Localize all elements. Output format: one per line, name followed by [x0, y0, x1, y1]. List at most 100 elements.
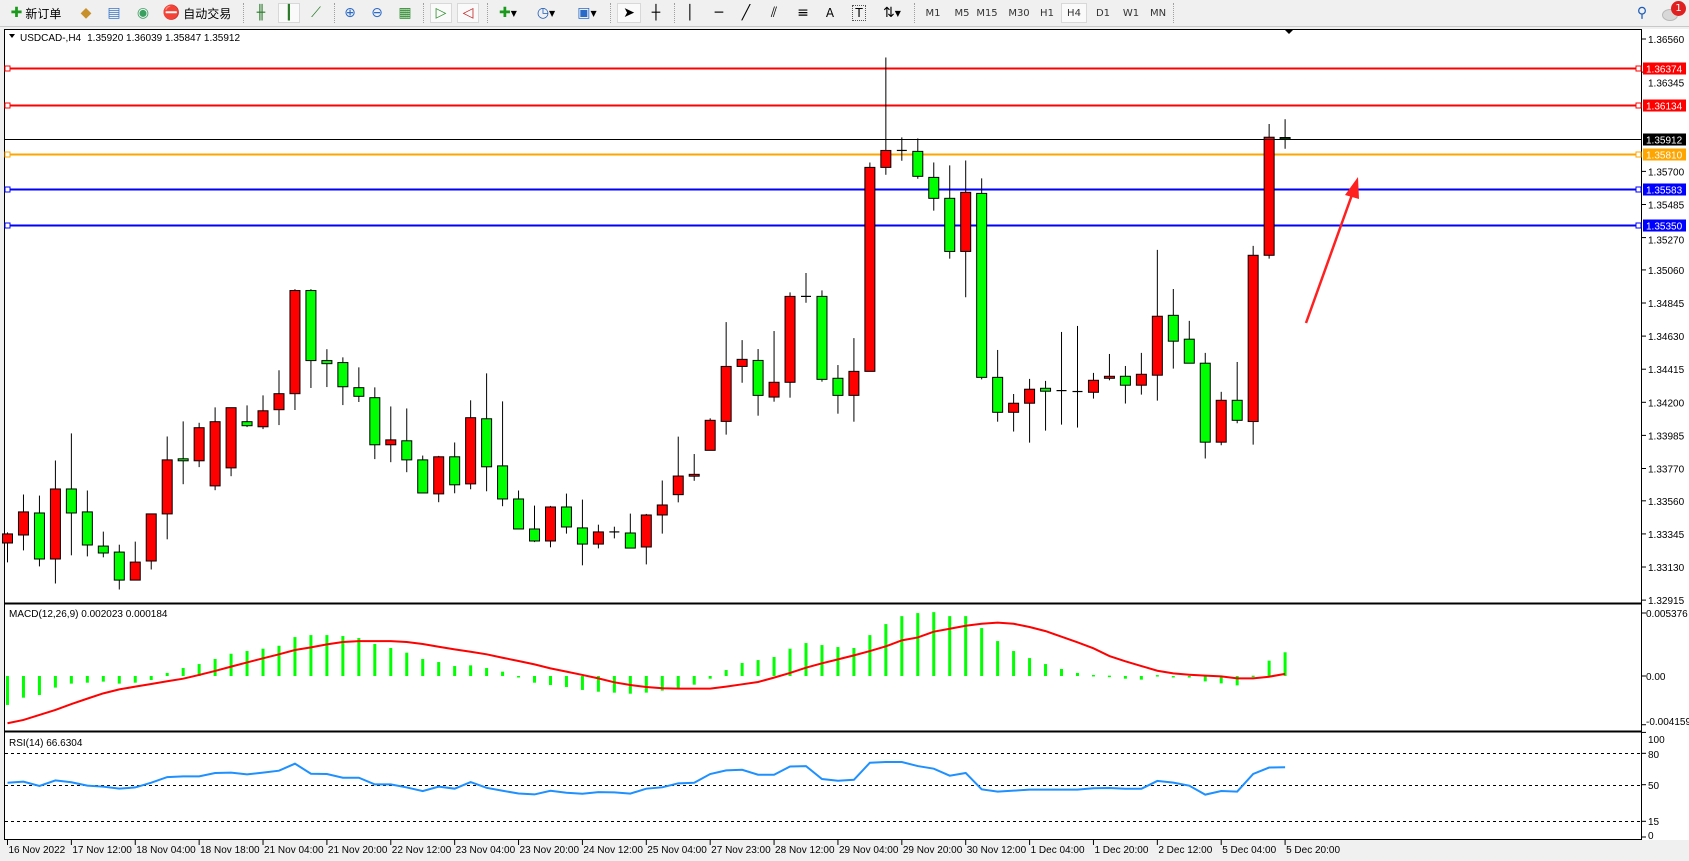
candle-body-bear	[1183, 338, 1195, 364]
candle	[385, 406, 397, 463]
time-tick-label: 2 Dec 12:00	[1158, 845, 1212, 856]
macd-histogram-bar	[325, 635, 329, 676]
macd-histogram-bar	[69, 676, 73, 684]
level-handle-left[interactable]	[4, 102, 11, 109]
candle-body-bull	[1008, 402, 1020, 413]
candle	[1231, 361, 1243, 424]
auto-scroll-button[interactable]: ▷	[430, 3, 452, 23]
bar-chart-button[interactable]: ╫	[251, 3, 271, 23]
timeframe-mn-button[interactable]: MN	[1149, 7, 1167, 19]
chart-ohlc: 1.35920 1.36039 1.35847 1.35912	[87, 33, 240, 44]
zoom-out-button[interactable]: ⊖	[367, 3, 387, 23]
new-order-button[interactable]: ✚ 新订单	[8, 3, 64, 23]
level-handle-left[interactable]	[4, 222, 11, 229]
candlestick-chart-button[interactable]: ┃	[278, 3, 300, 23]
macd-histogram-bar	[405, 652, 409, 676]
candle	[97, 531, 109, 558]
candle	[161, 436, 173, 540]
level-price-label: 1.35583	[1646, 186, 1683, 197]
level-handle-right[interactable]	[1635, 65, 1642, 72]
horizontal-line-button[interactable]: ─	[709, 3, 729, 23]
market-watch-button[interactable]: ◆	[76, 3, 96, 23]
timeframe-m5-button[interactable]: M5	[954, 7, 970, 19]
candle	[609, 526, 620, 539]
macd-signal-line	[7, 621, 1286, 725]
candle	[880, 57, 892, 175]
auto-trading-button[interactable]: ⛔ 自动交易	[160, 3, 234, 23]
time-tick-label: 16 Nov 2022	[9, 845, 66, 856]
timeframe-m1-button[interactable]: M1	[925, 7, 941, 19]
level-handle-right[interactable]	[1635, 151, 1642, 158]
vertical-line-button[interactable]: │	[680, 3, 700, 23]
signals-icon: ◉	[136, 5, 150, 21]
level-handle-right[interactable]	[1635, 222, 1642, 229]
search-button[interactable]: ⚲	[1632, 3, 1652, 23]
level-handle-right[interactable]	[1635, 102, 1642, 109]
timeframe-m30-button[interactable]: M30	[1008, 7, 1030, 19]
chart-shift-marker-icon[interactable]	[1284, 29, 1294, 34]
candle-body-bull	[736, 358, 748, 367]
crosshair-button[interactable]: ┼	[646, 3, 666, 23]
timeframe-h4-button[interactable]: H4	[1061, 3, 1087, 23]
trendline-button[interactable]: ╱	[736, 3, 756, 23]
candle	[1263, 123, 1275, 259]
equidistant-channel-button[interactable]: ⫽	[764, 3, 784, 23]
zoom-in-button[interactable]: ⊕	[340, 3, 360, 23]
macd-histogram-bar	[804, 643, 808, 676]
candle	[209, 407, 221, 491]
auto-scroll-icon: ▷	[435, 5, 447, 21]
macd-axis-label: 0.00	[1646, 672, 1666, 683]
timeframe-h1-button[interactable]: H1	[1040, 7, 1054, 19]
macd-histogram-bar	[676, 676, 680, 688]
level-handle-right[interactable]	[1635, 186, 1642, 193]
fibonacci-icon: ≡	[797, 5, 809, 21]
chart-menu-triangle-icon[interactable]	[9, 34, 15, 38]
candle-body-bear	[177, 458, 189, 462]
line-chart-button[interactable]: ⟋	[306, 3, 326, 23]
candle-body-bear	[81, 511, 93, 546]
level-price-badge	[1643, 62, 1686, 75]
navigator-button[interactable]: ▤	[104, 3, 124, 23]
price-tick-label: 1.33560	[1648, 497, 1685, 508]
horizontal-levels[interactable]: 1.36374 1.36134 1.35810 1.35583 1.35350	[4, 62, 1686, 233]
candle-body-bull	[1151, 315, 1163, 376]
macd-histogram-bar	[740, 662, 744, 676]
periods-button[interactable]: ◷ ▼	[530, 3, 562, 23]
candle	[992, 349, 1004, 422]
candle	[928, 162, 940, 211]
timeframe-m15-button[interactable]: M15	[976, 7, 998, 19]
candle-body-bear	[33, 512, 45, 560]
level-handle-left[interactable]	[4, 151, 11, 158]
macd-histogram-bar	[53, 676, 57, 688]
navigator-icon: ▤	[107, 5, 121, 21]
price-tick-label: 1.35700	[1648, 167, 1685, 178]
candle	[1279, 119, 1291, 149]
macd-histogram-bar	[453, 666, 457, 676]
text-button[interactable]: A	[820, 3, 840, 23]
macd-histogram-bar	[469, 665, 473, 676]
templates-button[interactable]: ▣ ▼	[570, 3, 604, 23]
indicators-button[interactable]: ✚ ▼	[492, 3, 524, 23]
timeframe-w1-button[interactable]: W1	[1122, 7, 1140, 19]
candle	[145, 513, 157, 570]
macd-histogram-bar	[756, 660, 760, 676]
text-icon: A	[825, 6, 835, 20]
time-tick-label: 5 Dec 04:00	[1222, 845, 1276, 856]
candle-body-bear	[752, 359, 764, 396]
macd-histogram-bar	[101, 676, 105, 682]
price-axis-area[interactable]	[1642, 29, 1689, 840]
cursor-button[interactable]: ➤	[617, 3, 641, 23]
timeframe-d1-button[interactable]: D1	[1095, 7, 1111, 19]
fibonacci-button[interactable]: ≡	[793, 3, 813, 23]
level-handle-left[interactable]	[4, 186, 11, 193]
text-label-button[interactable]: T	[849, 3, 869, 23]
up-arrow-annotation[interactable]	[1304, 177, 1359, 324]
level-handle-left[interactable]	[4, 65, 11, 72]
chart-shift-button[interactable]: ◁	[457, 3, 479, 23]
candle-body-bull	[768, 381, 780, 398]
tile-windows-button[interactable]: ▦	[395, 3, 415, 23]
candle	[976, 178, 988, 380]
arrows-button[interactable]: ⇅ ▼	[876, 3, 908, 23]
signals-button[interactable]: ◉	[133, 3, 153, 23]
